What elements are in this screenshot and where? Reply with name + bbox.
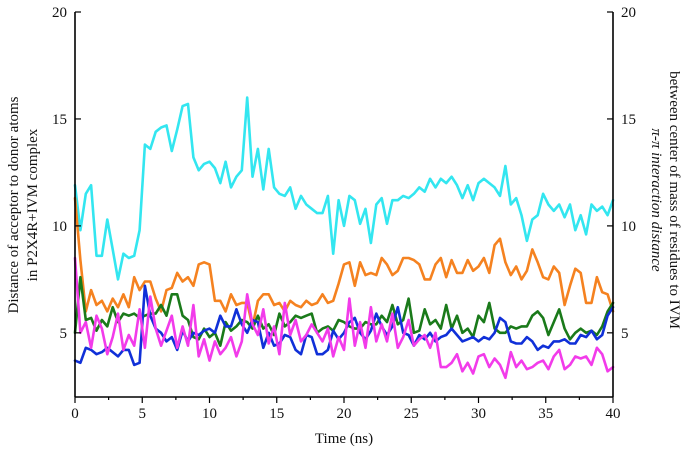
series-line-1 xyxy=(73,96,615,281)
left-y-tick-label: 20 xyxy=(52,5,67,21)
x-tick-label: 10 xyxy=(202,406,217,422)
series-line-5 xyxy=(73,256,615,380)
x-tick-label: 0 xyxy=(71,406,79,422)
x-axis-label: Time (ns) xyxy=(315,431,373,447)
x-tick-label: 5 xyxy=(139,406,147,422)
series-line-3 xyxy=(73,275,615,348)
right-y-tick-label: 15 xyxy=(621,112,636,128)
right-y-axis-label-line-1: π-π interaction distance xyxy=(648,128,664,272)
right-y-axis-label-line-2: between center of mass of residues to IV… xyxy=(666,71,682,329)
x-tick-label: 20 xyxy=(337,406,352,422)
x-ticks: 0 5 10 15 20 25 30 35 40 xyxy=(71,397,621,422)
right-y-tick-label: 5 xyxy=(621,326,629,342)
left-y-tick-label: 10 xyxy=(52,219,67,235)
series-line-2 xyxy=(73,196,615,328)
left-y-ticks: 5 10 15 20 xyxy=(52,5,81,342)
left-y-axis-label-line-2: in P2X4R+IVM complex xyxy=(25,128,41,281)
x-tick-label: 25 xyxy=(404,406,419,422)
right-y-ticks: 5 10 15 20 xyxy=(607,5,636,342)
x-tick-label: 40 xyxy=(606,406,621,422)
left-y-axis-label-line-1: Distance of acceptor to donor atoms xyxy=(6,96,22,313)
right-y-tick-label: 10 xyxy=(621,219,636,235)
x-tick-label: 15 xyxy=(269,406,284,422)
x-tick-label: 30 xyxy=(471,406,486,422)
left-y-tick-label: 15 xyxy=(52,112,67,128)
series-layer xyxy=(73,96,615,380)
left-y-tick-label: 5 xyxy=(60,326,68,342)
x-tick-label: 35 xyxy=(538,406,553,422)
right-y-tick-label: 20 xyxy=(621,5,636,21)
